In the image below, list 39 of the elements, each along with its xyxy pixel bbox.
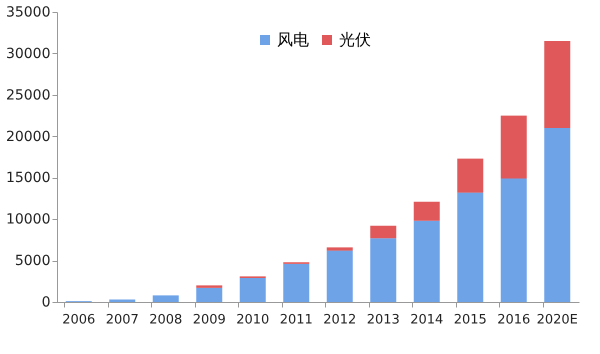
x-tick-label: 2013 [366, 312, 400, 328]
bar [414, 220, 440, 302]
bar [457, 192, 484, 302]
x-tick-label: 2009 [192, 312, 226, 328]
x-tick-label: 2008 [149, 312, 182, 328]
y-tick-label: 25000 [6, 87, 50, 104]
bar [414, 202, 440, 221]
y-tick-label: 30000 [6, 46, 50, 62]
y-tick-label: 15000 [6, 170, 50, 186]
y-tick-label: 0 [42, 294, 50, 310]
x-tick-label: 2012 [323, 312, 356, 328]
x-tick-label: 2011 [280, 312, 313, 328]
y-tick-label: 35000 [6, 4, 50, 20]
bar [544, 128, 570, 302]
bar [326, 250, 353, 302]
bar [152, 295, 179, 302]
bar [457, 158, 484, 193]
x-tick-label: 2016 [497, 312, 530, 328]
bar [500, 116, 527, 179]
bar [370, 226, 396, 238]
x-tick-label: 2010 [236, 312, 270, 328]
x-tick-label: 2007 [106, 312, 139, 328]
bar [500, 178, 527, 302]
bar [283, 264, 310, 302]
legend-label: 风电 [277, 30, 309, 49]
legend-label: 光伏 [339, 30, 371, 49]
bar [240, 278, 266, 302]
bar [196, 285, 222, 288]
bar [196, 288, 222, 302]
x-tick-label: 2006 [62, 312, 96, 328]
bar [544, 41, 570, 128]
bar [370, 238, 396, 302]
y-tick-label: 10000 [6, 212, 50, 228]
y-tick-label: 20000 [6, 128, 50, 145]
x-tick-label: 2020E [536, 312, 578, 328]
y-tick-label: 5000 [14, 253, 50, 270]
x-tick-label: 2015 [454, 312, 487, 328]
bar [326, 247, 353, 251]
x-tick-label: 2014 [410, 312, 444, 328]
